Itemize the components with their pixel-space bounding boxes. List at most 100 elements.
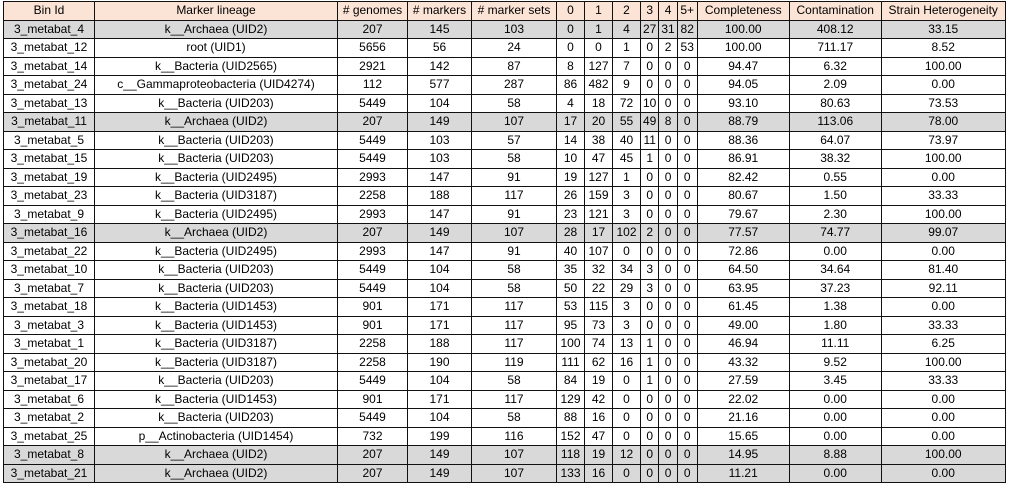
cell-strain-heterogeneity: 0.00 xyxy=(880,389,1006,409)
cell-count-1: 47 xyxy=(584,149,613,169)
cell-genomes: 5449 xyxy=(337,149,408,169)
cell-count-0: 14 xyxy=(556,130,585,150)
cell-completeness: 82.42 xyxy=(696,167,790,187)
cell-count-4: 0 xyxy=(658,223,678,243)
cell-count-5plus: 0 xyxy=(676,186,698,206)
cell-markers: 145 xyxy=(407,19,472,39)
cell-count-2: 4 xyxy=(612,19,641,39)
cell-markers: 104 xyxy=(407,278,472,298)
cell-count-1: 17 xyxy=(584,223,613,243)
cell-count-2: 16 xyxy=(612,352,641,372)
cell-count-4: 0 xyxy=(658,408,678,428)
cell-bin-id: 3_metabat_24 xyxy=(3,75,95,95)
cell-count-5plus: 0 xyxy=(676,241,698,261)
cell-count-1: 18 xyxy=(584,93,613,113)
cell-genomes: 2993 xyxy=(337,167,408,187)
cell-completeness: 43.32 xyxy=(696,352,790,372)
table-row: 3_metabat_8 k__Archaea (UID2) 207 149 107 118… xyxy=(3,445,1006,465)
cell-count-1: 16 xyxy=(584,463,613,483)
cell-count-5plus: 0 xyxy=(676,278,698,298)
cell-count-2: 29 xyxy=(612,278,641,298)
cell-genomes: 207 xyxy=(337,112,408,132)
cell-count-0: 152 xyxy=(556,426,585,446)
cell-bin-id: 3_metabat_14 xyxy=(3,56,95,76)
cell-count-4: 0 xyxy=(658,352,678,372)
cell-marker-sets: 119 xyxy=(471,352,557,372)
cell-marker-lineage: k__Bacteria (UID203) xyxy=(94,149,338,169)
cell-strain-heterogeneity: 100.00 xyxy=(880,445,1006,465)
cell-markers: 190 xyxy=(407,352,472,372)
cell-count-1: 107 xyxy=(584,241,613,261)
cell-marker-lineage: k__Bacteria (UID2495) xyxy=(94,204,338,224)
cell-count-3: 0 xyxy=(639,463,660,483)
column-header-count-1: 1 xyxy=(584,1,613,21)
table-row: 3_metabat_13 k__Bacteria (UID203) 5449 104 5… xyxy=(3,93,1006,113)
column-header-marker-sets: # marker sets xyxy=(471,1,557,21)
cell-marker-lineage: k__Bacteria (UID203) xyxy=(94,371,338,391)
cell-bin-id: 3_metabat_5 xyxy=(3,130,95,150)
cell-completeness: 94.05 xyxy=(696,75,790,95)
cell-genomes: 112 xyxy=(337,75,408,95)
cell-count-5plus: 0 xyxy=(676,426,698,446)
cell-marker-lineage: k__Bacteria (UID3187) xyxy=(94,186,338,206)
cell-marker-sets: 117 xyxy=(471,297,557,317)
cell-count-5plus: 0 xyxy=(676,93,698,113)
cell-strain-heterogeneity: 8.52 xyxy=(880,38,1006,58)
cell-contamination: 0.00 xyxy=(788,389,882,409)
cell-count-3: 0 xyxy=(639,297,660,317)
cell-genomes: 2921 xyxy=(337,56,408,76)
cell-completeness: 86.91 xyxy=(696,149,790,169)
cell-count-3: 0 xyxy=(639,426,660,446)
cell-count-3: 0 xyxy=(639,408,660,428)
cell-marker-lineage: k__Archaea (UID2) xyxy=(94,19,338,39)
cell-count-5plus: 0 xyxy=(676,445,698,465)
table-row: 3_metabat_11 k__Archaea (UID2) 207 149 107 17… xyxy=(3,112,1006,132)
cell-count-0: 40 xyxy=(556,241,585,261)
cell-completeness: 61.45 xyxy=(696,297,790,317)
cell-count-1: 38 xyxy=(584,130,613,150)
table-body: 3_metabat_4 k__Archaea (UID2) 207 145 103 0 1 4… xyxy=(3,19,1006,483)
cell-count-2: 12 xyxy=(612,445,641,465)
cell-marker-lineage: k__Bacteria (UID203) xyxy=(94,130,338,150)
cell-count-2: 9 xyxy=(612,75,641,95)
cell-marker-sets: 58 xyxy=(471,260,557,280)
cell-count-5plus: 0 xyxy=(676,260,698,280)
cell-count-1: 32 xyxy=(584,260,613,280)
cell-contamination: 9.52 xyxy=(788,352,882,372)
cell-completeness: 27.59 xyxy=(696,371,790,391)
cell-marker-lineage: k__Bacteria (UID1453) xyxy=(94,315,338,335)
cell-count-1: 62 xyxy=(584,352,613,372)
cell-marker-sets: 103 xyxy=(471,19,557,39)
cell-count-2: 13 xyxy=(612,334,641,354)
cell-count-4: 0 xyxy=(658,130,678,150)
cell-count-0: 88 xyxy=(556,408,585,428)
cell-count-3: 0 xyxy=(639,389,660,409)
cell-count-2: 3 xyxy=(612,297,641,317)
cell-count-3: 0 xyxy=(639,204,660,224)
cell-completeness: 94.47 xyxy=(696,56,790,76)
cell-contamination: 113.06 xyxy=(788,112,882,132)
cell-count-2: 0 xyxy=(612,389,641,409)
column-header-genomes: # genomes xyxy=(337,1,408,21)
cell-marker-sets: 287 xyxy=(471,75,557,95)
cell-count-5plus: 0 xyxy=(676,130,698,150)
cell-count-0: 10 xyxy=(556,149,585,169)
cell-count-5plus: 0 xyxy=(676,371,698,391)
cell-markers: 104 xyxy=(407,93,472,113)
cell-genomes: 207 xyxy=(337,19,408,39)
cell-count-1: 16 xyxy=(584,408,613,428)
cell-strain-heterogeneity: 73.97 xyxy=(880,130,1006,150)
cell-count-4: 8 xyxy=(658,112,678,132)
cell-contamination: 34.64 xyxy=(788,260,882,280)
cell-markers: 104 xyxy=(407,260,472,280)
cell-contamination: 8.88 xyxy=(788,445,882,465)
cell-count-5plus: 0 xyxy=(676,463,698,483)
table-row: 3_metabat_7 k__Bacteria (UID203) 5449 104 58… xyxy=(3,278,1006,298)
table-row: 3_metabat_16 k__Archaea (UID2) 207 149 107 28… xyxy=(3,223,1006,243)
table-row: 3_metabat_9 k__Bacteria (UID2495) 2993 147 9… xyxy=(3,204,1006,224)
cell-marker-sets: 58 xyxy=(471,278,557,298)
column-header-completeness: Completeness xyxy=(696,1,790,21)
cell-marker-lineage: k__Archaea (UID2) xyxy=(94,463,338,483)
cell-bin-id: 3_metabat_10 xyxy=(3,260,95,280)
cell-count-1: 19 xyxy=(584,371,613,391)
